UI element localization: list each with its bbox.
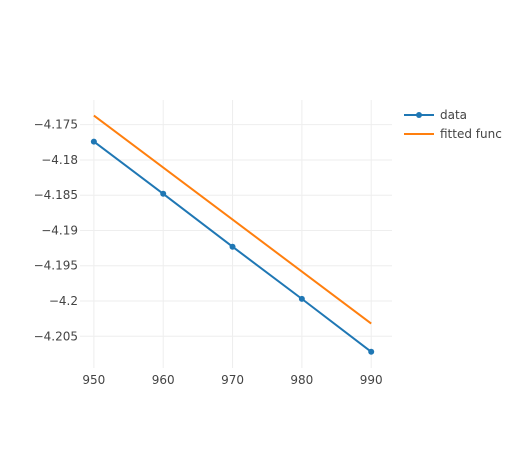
data-point xyxy=(298,295,305,302)
series-layer xyxy=(90,114,375,355)
y-tick-label: −4.19 xyxy=(41,223,78,237)
data-point xyxy=(229,243,236,250)
data-point xyxy=(368,348,375,355)
x-tick-label: 990 xyxy=(360,373,383,387)
series-line-fitted-func xyxy=(93,114,372,325)
legend-item-data[interactable]: data xyxy=(404,108,467,122)
legend-label: data xyxy=(440,108,467,122)
y-tick-label: −4.195 xyxy=(34,259,78,273)
y-tick-label: −4.185 xyxy=(34,188,78,202)
axes: 950 960 970 980 990 −4.175 −4.18 −4.185 −4.19 −4.… xyxy=(34,118,383,387)
x-tick-label: 980 xyxy=(290,373,313,387)
legend-item-fitted-func[interactable]: fitted func xyxy=(404,127,502,141)
y-tick-label: −4.175 xyxy=(34,118,78,132)
legend[interactable]: data fitted func xyxy=(404,108,502,141)
data-point xyxy=(160,190,167,197)
y-tick-label: −4.2 xyxy=(49,294,78,308)
x-tick-label: 960 xyxy=(152,373,175,387)
x-tick-label: 950 xyxy=(82,373,105,387)
data-point xyxy=(90,138,97,145)
legend-label: fitted func xyxy=(440,127,502,141)
x-tick-label: 970 xyxy=(221,373,244,387)
y-tick-label: −4.18 xyxy=(41,153,78,167)
y-tick-label: −4.205 xyxy=(34,329,78,343)
legend-swatch-marker xyxy=(416,112,422,118)
